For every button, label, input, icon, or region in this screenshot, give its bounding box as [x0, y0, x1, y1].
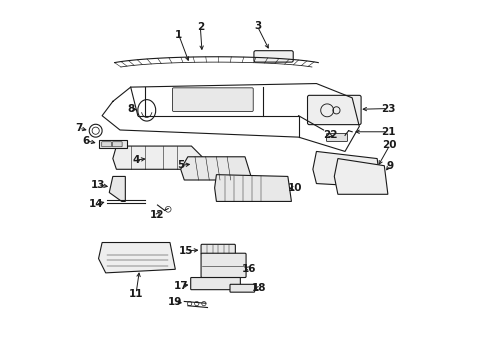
FancyBboxPatch shape — [254, 51, 293, 62]
Text: 2: 2 — [196, 22, 204, 32]
Text: 19: 19 — [168, 297, 183, 307]
FancyBboxPatch shape — [308, 95, 361, 125]
FancyBboxPatch shape — [191, 278, 241, 290]
FancyBboxPatch shape — [113, 142, 122, 147]
FancyBboxPatch shape — [102, 142, 111, 147]
Text: 13: 13 — [91, 180, 105, 190]
Polygon shape — [215, 175, 292, 202]
Text: 10: 10 — [288, 183, 302, 193]
Polygon shape — [181, 157, 252, 180]
Text: 17: 17 — [174, 281, 189, 291]
Text: 9: 9 — [386, 161, 393, 171]
Text: 3: 3 — [254, 21, 261, 31]
Text: 16: 16 — [241, 264, 256, 274]
Text: 20: 20 — [382, 140, 397, 150]
Polygon shape — [98, 243, 175, 273]
Text: 7: 7 — [75, 123, 83, 133]
FancyBboxPatch shape — [201, 244, 235, 254]
Polygon shape — [313, 152, 381, 187]
Polygon shape — [109, 176, 125, 202]
Text: 5: 5 — [177, 160, 184, 170]
Text: 12: 12 — [150, 210, 165, 220]
Polygon shape — [98, 140, 127, 148]
Text: 6: 6 — [82, 136, 90, 146]
Text: 14: 14 — [88, 199, 103, 209]
Text: 23: 23 — [381, 104, 395, 113]
Text: 8: 8 — [127, 104, 134, 113]
FancyBboxPatch shape — [230, 284, 255, 292]
Text: 22: 22 — [323, 130, 337, 140]
Text: 11: 11 — [129, 289, 143, 298]
Text: 4: 4 — [132, 155, 140, 165]
Polygon shape — [113, 146, 202, 169]
Polygon shape — [334, 158, 388, 194]
Text: 21: 21 — [381, 127, 395, 137]
FancyBboxPatch shape — [201, 253, 246, 278]
FancyBboxPatch shape — [172, 88, 253, 111]
FancyBboxPatch shape — [326, 134, 347, 141]
Text: 18: 18 — [251, 283, 266, 293]
Text: 1: 1 — [175, 30, 183, 40]
Text: 15: 15 — [179, 246, 194, 256]
